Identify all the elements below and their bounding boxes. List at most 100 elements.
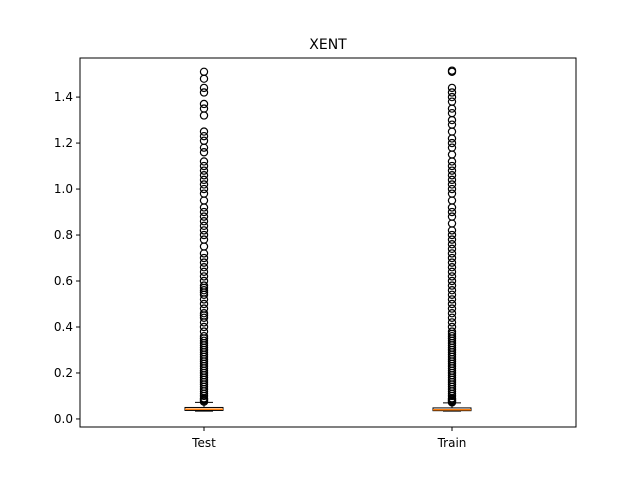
outlier-point bbox=[447, 263, 457, 272]
outlier-point bbox=[199, 180, 209, 189]
outlier-point bbox=[199, 327, 209, 336]
outlier-point bbox=[447, 88, 457, 97]
outlier-point bbox=[199, 99, 209, 109]
outlier-point bbox=[447, 322, 457, 332]
outlier-point bbox=[199, 88, 209, 97]
outlier-point bbox=[447, 235, 457, 244]
outlier-point bbox=[199, 212, 209, 221]
outlier-point bbox=[199, 263, 209, 272]
outlier-point bbox=[447, 83, 457, 93]
box-group-test bbox=[184, 67, 224, 412]
y-tick-label: 1.2 bbox=[54, 136, 73, 150]
outlier-point bbox=[447, 92, 457, 102]
outlier-point bbox=[199, 230, 209, 240]
outlier-point bbox=[199, 166, 209, 175]
outlier-point bbox=[199, 161, 209, 171]
y-tick-label: 0.8 bbox=[54, 228, 73, 242]
outlier-point bbox=[199, 308, 209, 318]
outlier-point bbox=[199, 189, 209, 198]
x-tick-label-train: Train bbox=[437, 436, 467, 450]
outlier-point bbox=[199, 131, 209, 141]
outlier-point bbox=[199, 207, 209, 217]
outlier-point bbox=[199, 148, 209, 157]
y-tick-label: 0.4 bbox=[54, 320, 73, 334]
outlier-point bbox=[199, 217, 209, 226]
outlier-point bbox=[199, 83, 209, 93]
outlier-point bbox=[447, 295, 457, 304]
outlier-point bbox=[447, 180, 457, 189]
outlier-point bbox=[199, 136, 209, 145]
axes-frame bbox=[79, 57, 577, 428]
outlier-point bbox=[199, 253, 209, 263]
outlier-point bbox=[447, 276, 457, 286]
outlier-point bbox=[199, 313, 209, 322]
outlier-point bbox=[447, 258, 457, 267]
outlier-point bbox=[199, 157, 209, 166]
outlier-point bbox=[447, 286, 457, 295]
y-axis: 0.0 0.2 0.4 0.6 0.8 1.0 1.2 1.4 bbox=[54, 90, 80, 426]
y-tick-label: 0.2 bbox=[54, 366, 73, 380]
y-tick-label: 0.0 bbox=[54, 412, 73, 426]
outlier-point bbox=[447, 184, 457, 194]
outlier-point bbox=[199, 226, 209, 235]
outlier-point bbox=[199, 281, 209, 290]
outlier-point bbox=[447, 171, 457, 180]
outlier-point bbox=[199, 272, 209, 281]
outlier-point bbox=[447, 189, 457, 198]
outlier-point bbox=[199, 175, 209, 185]
outlier-point bbox=[199, 322, 209, 332]
outlier-point bbox=[447, 272, 457, 281]
outlier-point bbox=[447, 308, 457, 318]
outlier-point bbox=[199, 336, 209, 345]
x-axis: Test Train bbox=[191, 427, 466, 450]
outlier-point bbox=[199, 267, 209, 277]
outlier-point bbox=[199, 331, 209, 341]
outlier-point bbox=[447, 267, 457, 277]
outlier-point bbox=[447, 249, 457, 258]
outlier-point bbox=[199, 299, 209, 309]
outlier-point bbox=[447, 290, 457, 300]
outlier-point bbox=[447, 318, 457, 327]
outlier-point bbox=[447, 120, 457, 129]
outlier-point bbox=[447, 313, 457, 322]
outlier-point bbox=[199, 286, 209, 295]
outlier-point bbox=[199, 235, 209, 244]
outlier-point bbox=[447, 327, 457, 336]
box-group-train bbox=[432, 66, 472, 412]
plot-area bbox=[184, 66, 472, 412]
y-tick-label: 1.0 bbox=[54, 182, 73, 196]
outlier-point bbox=[199, 67, 209, 76]
outlier-point bbox=[447, 161, 457, 171]
outlier-point bbox=[447, 240, 457, 249]
outlier-point bbox=[447, 331, 457, 341]
outlier-point bbox=[447, 175, 457, 185]
outlier-point bbox=[199, 304, 209, 313]
outlier-point bbox=[199, 127, 209, 136]
outlier-point bbox=[447, 66, 457, 75]
outlier-point bbox=[447, 207, 457, 217]
outlier-point bbox=[447, 253, 457, 263]
outlier-point bbox=[199, 258, 209, 267]
outlier-point bbox=[199, 171, 209, 180]
outlier-point bbox=[199, 221, 209, 231]
outlier-point bbox=[199, 276, 209, 286]
chart-title: XENT bbox=[309, 37, 347, 53]
outlier-point bbox=[447, 212, 457, 221]
outlier-point bbox=[447, 138, 457, 148]
outlier-point bbox=[447, 244, 457, 254]
outlier-point bbox=[199, 104, 209, 113]
outlier-point bbox=[447, 230, 457, 240]
outlier-point bbox=[447, 97, 457, 106]
outlier-point bbox=[447, 299, 457, 309]
outlier-point bbox=[447, 108, 457, 118]
outlier-point bbox=[447, 281, 457, 290]
y-tick-label: 1.4 bbox=[54, 90, 73, 104]
outlier-point bbox=[447, 143, 457, 152]
outlier-point bbox=[447, 166, 457, 175]
x-tick-label-test: Test bbox=[191, 436, 216, 450]
y-tick-label: 0.6 bbox=[54, 274, 73, 288]
outlier-point bbox=[447, 304, 457, 313]
outlier-point bbox=[199, 184, 209, 194]
